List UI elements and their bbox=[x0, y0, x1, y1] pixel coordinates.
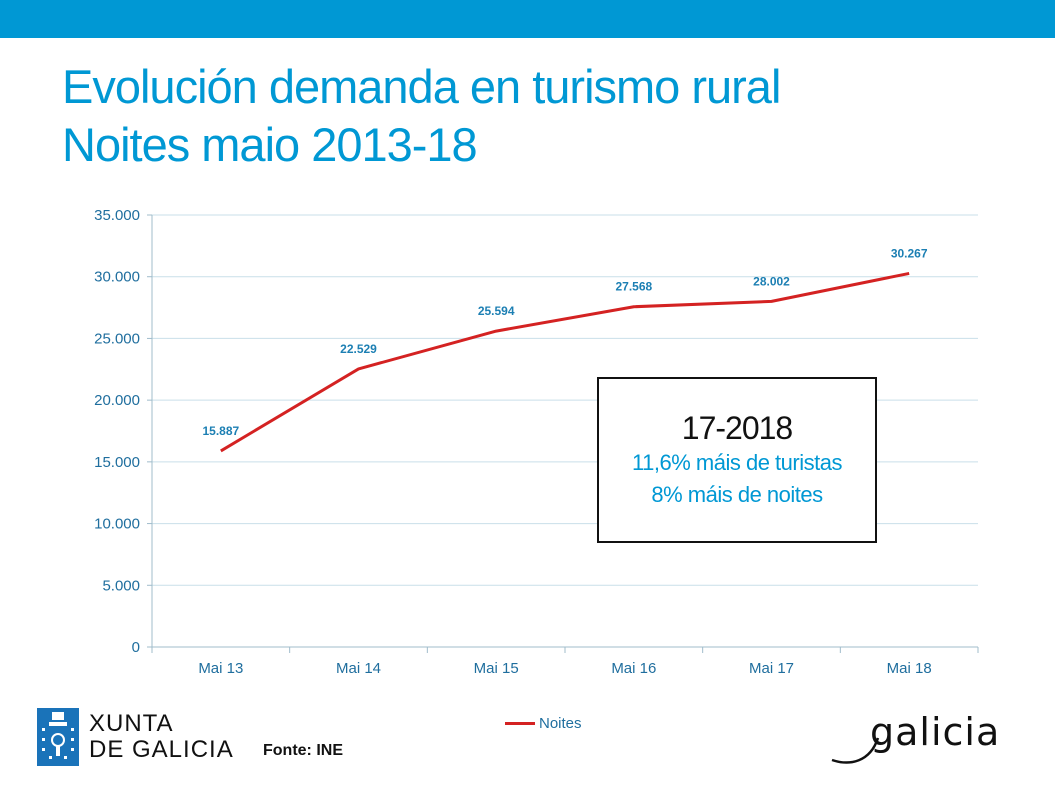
data-label: 25.594 bbox=[478, 304, 515, 318]
x-tick-label: Mai 17 bbox=[749, 660, 794, 677]
x-tick-label: Mai 13 bbox=[198, 660, 243, 677]
annotation-line-1: 11,6% máis de turistas bbox=[632, 450, 842, 475]
x-tick-label: Mai 15 bbox=[474, 660, 519, 677]
data-label: 28.002 bbox=[753, 274, 790, 288]
y-axis-ticks: 0 5.000 10.000 15.000 20.000 25.000 30.000 35.0… bbox=[94, 207, 152, 656]
slide-title: Evolución demanda en turismo rural Noite… bbox=[62, 58, 1042, 174]
xunta-shield-icon bbox=[37, 708, 79, 766]
y-tick-label: 5.000 bbox=[102, 577, 140, 594]
y-tick-label: 25.000 bbox=[94, 330, 140, 347]
x-tick-label: Mai 14 bbox=[336, 660, 381, 677]
title-line-2: Noites maio 2013-18 bbox=[62, 118, 478, 171]
chart-legend: Noites bbox=[505, 712, 582, 734]
data-label: 15.887 bbox=[202, 424, 239, 438]
top-banner bbox=[0, 0, 1055, 38]
xunta-wordmark: XUNTA DE GALICIA bbox=[89, 711, 234, 763]
y-tick-label: 30.000 bbox=[94, 269, 140, 286]
xunta-line-1: XUNTA bbox=[89, 710, 174, 737]
source-note: Fonte: INE bbox=[263, 742, 343, 759]
x-axis-ticks: Mai 13 Mai 14 Mai 15 Mai 16 Mai 17 Mai 18 bbox=[151, 647, 979, 677]
y-tick-label: 35.000 bbox=[94, 207, 140, 224]
galicia-wordmark: galicia bbox=[870, 710, 1001, 754]
galicia-swoosh-icon bbox=[831, 737, 880, 764]
xunta-logo: XUNTA DE GALICIA bbox=[37, 708, 234, 766]
chart-series bbox=[220, 271, 910, 453]
x-tick-label: Mai 16 bbox=[611, 660, 656, 677]
title-line-1: Evolución demanda en turismo rural bbox=[62, 60, 781, 113]
y-tick-label: 15.000 bbox=[94, 454, 140, 471]
y-tick-label: 20.000 bbox=[94, 392, 140, 409]
data-label: 30.267 bbox=[891, 246, 928, 260]
galicia-logo: galicia bbox=[830, 708, 1000, 768]
annotation-heading: 17-2018 bbox=[681, 410, 793, 446]
data-labels: 15.887 22.529 25.594 27.568 28.002 30.267 bbox=[202, 246, 927, 437]
annotation-box: 17-2018 11,6% máis de turistas 8% máis d… bbox=[597, 377, 877, 543]
xunta-line-2: DE GALICIA bbox=[89, 736, 234, 763]
data-label: 27.568 bbox=[615, 280, 652, 294]
chart-gridlines bbox=[152, 214, 978, 586]
legend-label: Noites bbox=[539, 714, 582, 732]
legend-swatch bbox=[505, 721, 535, 725]
annotation-line-2: 8% máis de noites bbox=[651, 482, 823, 507]
x-tick-label: Mai 18 bbox=[887, 660, 932, 677]
data-label: 22.529 bbox=[340, 342, 377, 356]
y-tick-label: 0 bbox=[132, 639, 140, 656]
series-line-noites bbox=[220, 271, 910, 453]
line-chart: 0 5.000 10.000 15.000 20.000 25.000 30.000 35.0… bbox=[94, 207, 979, 677]
y-tick-label: 10.000 bbox=[94, 516, 140, 533]
